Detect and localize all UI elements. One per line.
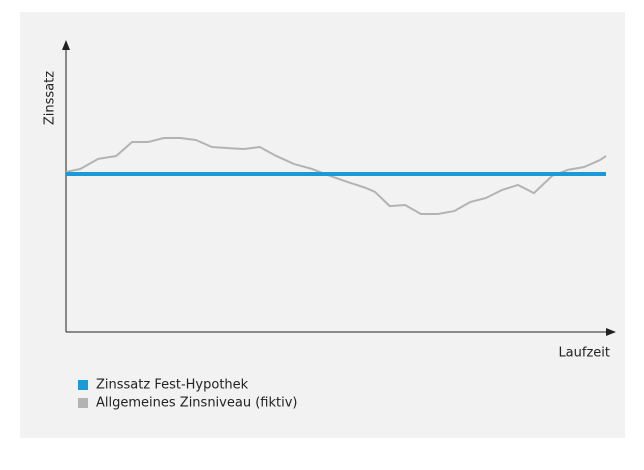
x-axis-arrow (606, 328, 616, 336)
legend-swatch (78, 380, 88, 390)
panel (20, 12, 625, 438)
y-axis-label: Zinssatz (43, 71, 58, 125)
x-axis-label: Laufzeit (558, 346, 610, 361)
legend-label: Allgemeines Zinsniveau (fiktiv) (96, 396, 297, 411)
legend-label: Zinssatz Fest-Hypothek (96, 378, 249, 393)
y-axis-arrow (62, 40, 70, 50)
legend-swatch (78, 398, 88, 408)
line-series (65, 136, 607, 215)
